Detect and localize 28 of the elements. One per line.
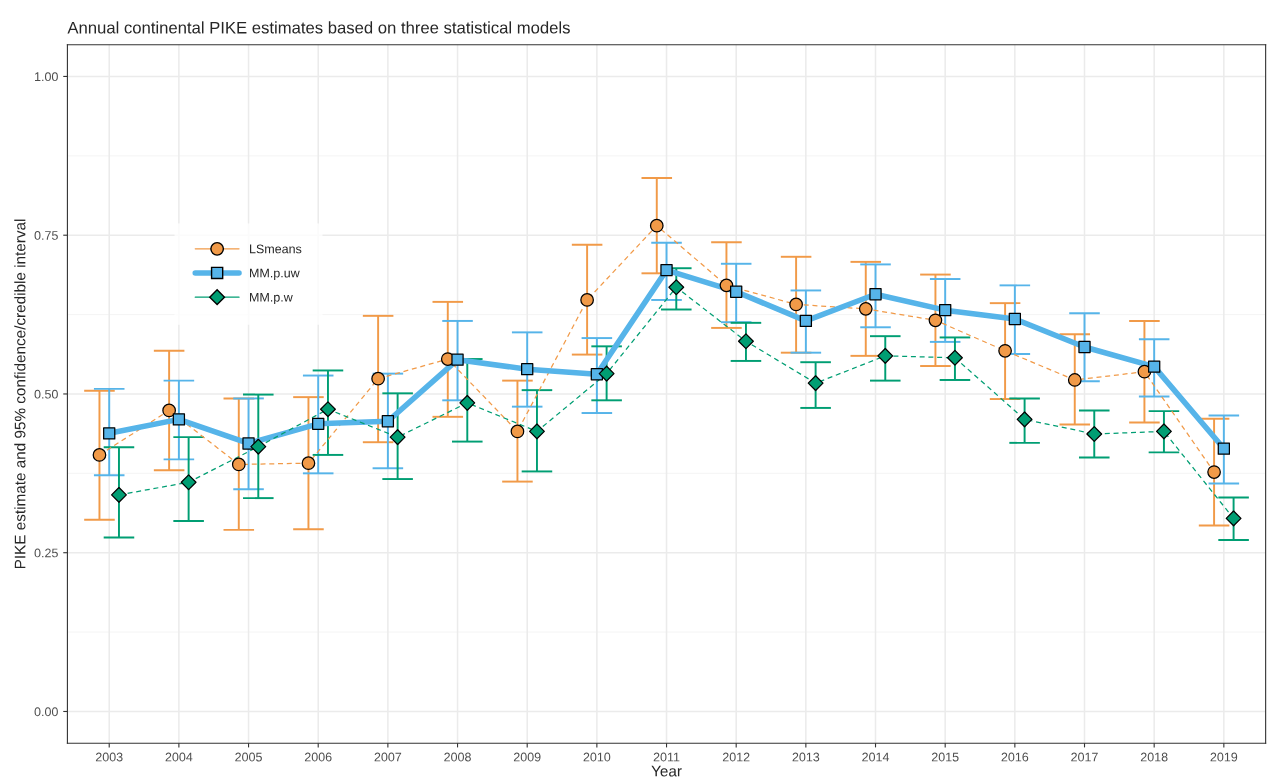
x-tick-label: 2016: [1001, 752, 1029, 762]
x-tick-label: 2003: [95, 752, 123, 762]
y-axis-title: PIKE estimate and 95% confidence/credible interval: [14, 219, 26, 569]
x-tick-label: 2017: [1071, 752, 1098, 762]
x-tick-label: 2014: [862, 752, 890, 762]
y-tick-label: 0.00: [34, 707, 58, 717]
y-tick-label: 0.25: [34, 548, 58, 558]
x-tick-label: 2010: [583, 752, 611, 762]
x-tick-label: 2009: [513, 752, 541, 762]
x-tick-label: 2007: [374, 752, 402, 762]
x-tick-label: 2004: [165, 752, 193, 762]
x-tick-label: 2008: [444, 752, 471, 762]
x-tick-label: 2011: [653, 752, 680, 762]
x-tick-label: 2019: [1210, 752, 1238, 762]
x-tick-label: 2015: [931, 752, 959, 762]
chart-subtitle: Annual continental PIKE estimates based on three statistical models: [67, 21, 570, 34]
y-tick-label: 1.00: [35, 72, 58, 82]
x-tick-label: 2012: [722, 752, 750, 762]
legend-label: LSmeans: [250, 244, 302, 254]
y-tick-label: 0.50: [34, 389, 58, 399]
legend-label: MM.p.w: [250, 292, 293, 305]
x-tick-label: 2006: [304, 752, 332, 762]
x-tick-label: 2013: [792, 752, 820, 762]
x-tick-label: 2005: [235, 752, 262, 762]
x-tick-label: 2018: [1140, 752, 1168, 762]
x-axis-title: Year: [651, 765, 682, 777]
y-tick-label: 0.75: [34, 231, 58, 240]
legend-label: MM.p.uw: [250, 268, 300, 280]
